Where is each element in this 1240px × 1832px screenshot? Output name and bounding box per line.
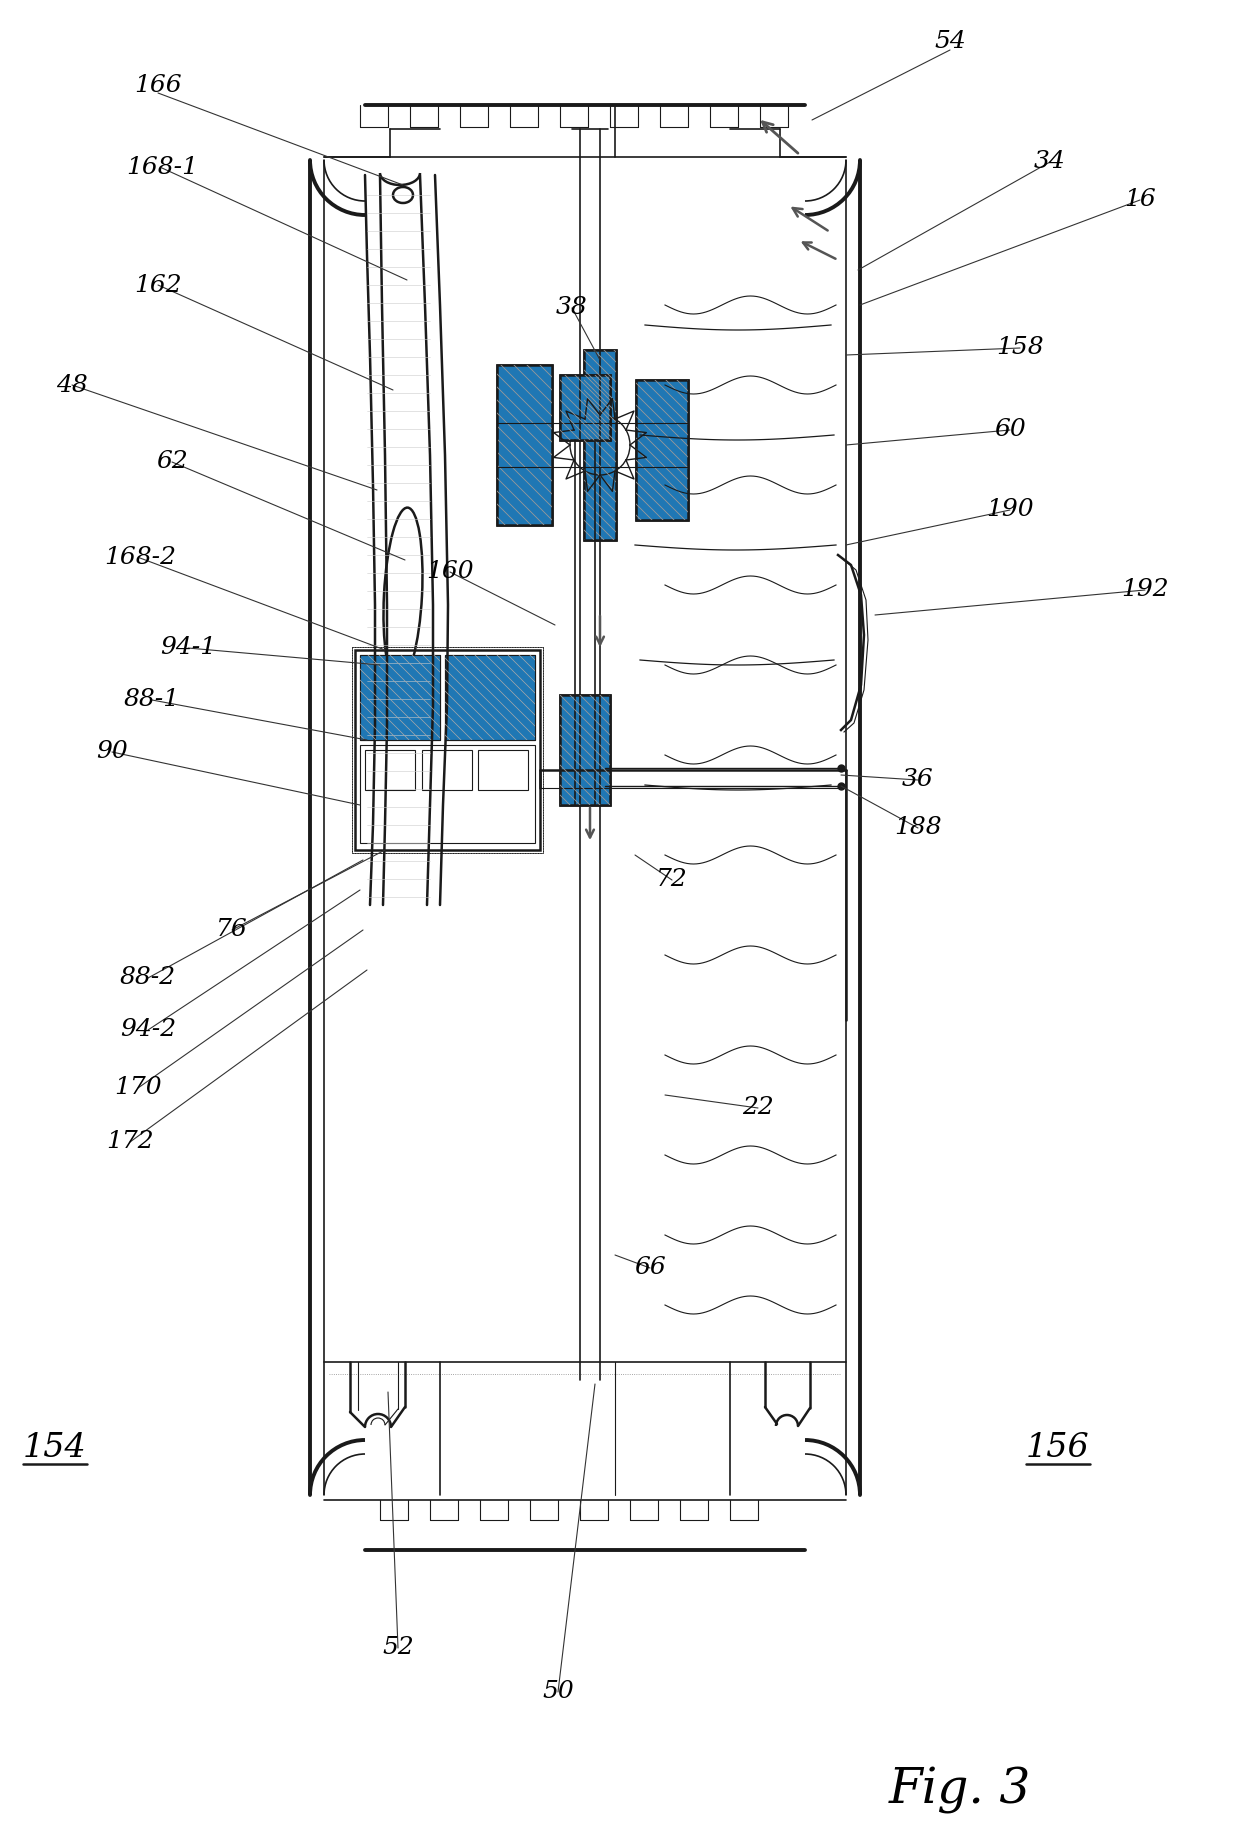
Bar bbox=[365, 749, 415, 790]
Bar bbox=[445, 656, 534, 740]
Text: 60: 60 bbox=[994, 418, 1025, 442]
Bar bbox=[636, 379, 688, 520]
Text: 192: 192 bbox=[1121, 579, 1169, 601]
Bar bbox=[497, 365, 552, 526]
Text: 168-2: 168-2 bbox=[104, 546, 176, 570]
Bar bbox=[560, 376, 610, 440]
Text: 156: 156 bbox=[1027, 1433, 1090, 1464]
Bar bbox=[497, 365, 552, 526]
Bar bbox=[477, 749, 528, 790]
Bar bbox=[584, 350, 616, 540]
Text: 88-1: 88-1 bbox=[124, 689, 180, 711]
Text: 154: 154 bbox=[24, 1433, 87, 1464]
Bar bbox=[355, 650, 539, 850]
Text: 52: 52 bbox=[382, 1636, 414, 1660]
Text: 16: 16 bbox=[1125, 189, 1156, 211]
Bar bbox=[360, 656, 440, 740]
Text: 168-1: 168-1 bbox=[126, 156, 198, 180]
Text: 72: 72 bbox=[656, 868, 688, 892]
Text: 158: 158 bbox=[996, 337, 1044, 359]
Text: 160: 160 bbox=[427, 561, 474, 584]
Bar bbox=[360, 656, 440, 740]
Text: 66: 66 bbox=[634, 1257, 666, 1279]
Text: 90: 90 bbox=[97, 740, 128, 764]
Text: 166: 166 bbox=[134, 73, 182, 97]
Bar bbox=[422, 749, 472, 790]
Text: 34: 34 bbox=[1034, 150, 1066, 174]
Text: 94-1: 94-1 bbox=[160, 636, 216, 660]
Text: 38: 38 bbox=[556, 297, 588, 319]
Bar bbox=[584, 350, 616, 540]
Text: 94-2: 94-2 bbox=[120, 1019, 176, 1042]
Text: 172: 172 bbox=[107, 1130, 154, 1154]
Text: 88-2: 88-2 bbox=[120, 967, 176, 989]
Bar bbox=[445, 656, 534, 740]
Bar bbox=[560, 376, 610, 440]
Text: 36: 36 bbox=[903, 768, 934, 791]
Text: 76: 76 bbox=[216, 918, 248, 942]
Bar bbox=[636, 379, 688, 520]
Text: 54: 54 bbox=[934, 31, 966, 53]
Bar bbox=[352, 647, 543, 854]
Text: 162: 162 bbox=[134, 273, 182, 297]
Bar bbox=[560, 694, 610, 804]
Bar bbox=[360, 746, 534, 843]
Text: 50: 50 bbox=[542, 1680, 574, 1704]
Text: 22: 22 bbox=[742, 1097, 774, 1119]
Text: 170: 170 bbox=[114, 1077, 161, 1099]
Bar bbox=[584, 350, 616, 540]
Text: 188: 188 bbox=[894, 817, 942, 839]
Text: 190: 190 bbox=[986, 498, 1034, 522]
Bar bbox=[560, 694, 610, 804]
Bar bbox=[445, 656, 534, 740]
Bar bbox=[636, 379, 688, 520]
Text: 62: 62 bbox=[156, 451, 188, 473]
Bar bbox=[560, 694, 610, 804]
Bar bbox=[497, 365, 552, 526]
Bar bbox=[360, 656, 440, 740]
Bar bbox=[560, 376, 610, 440]
Text: 48: 48 bbox=[56, 374, 88, 396]
Text: Fig. 3: Fig. 3 bbox=[889, 1766, 1032, 1814]
